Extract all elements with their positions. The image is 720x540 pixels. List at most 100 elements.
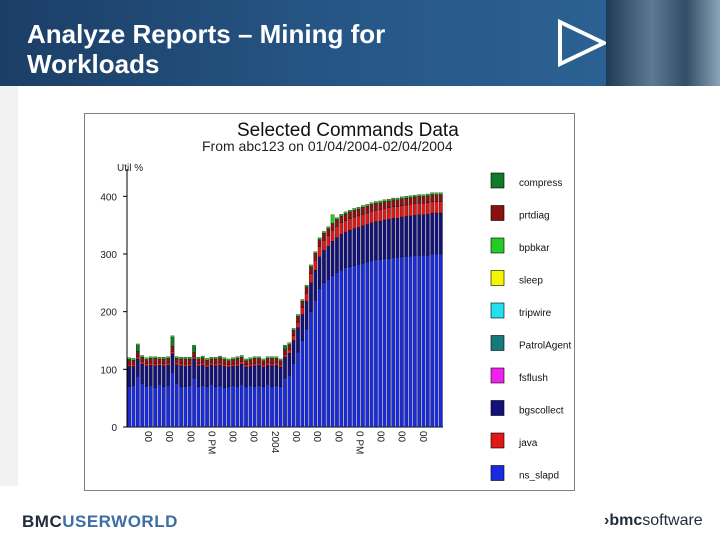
bar-segment-bpbkar xyxy=(421,194,426,197)
bar-segment-bpbkar xyxy=(248,357,253,360)
bar-segment-prtdiag xyxy=(153,358,157,364)
bar-segment-ns_slapd xyxy=(417,254,422,428)
bar-segment-ns_slapd xyxy=(439,253,443,428)
bar-segment-bpbkar xyxy=(174,356,179,359)
y-axis-label: Util % xyxy=(117,163,143,174)
bar-segment-bgscollect xyxy=(218,365,222,386)
bar-segment-prtdiag xyxy=(127,359,131,365)
bar-segment-bgscollect xyxy=(361,225,365,264)
bar-segment-bgscollect xyxy=(287,353,292,376)
bar-segment-java xyxy=(434,201,439,214)
bar-segment-ns_slapd xyxy=(244,386,248,428)
bar-segment-bpbkar xyxy=(348,209,352,213)
bar-segment-bpbkar xyxy=(391,197,396,200)
bar-segment-prtdiag xyxy=(378,202,383,210)
bar-segment-ns_slapd xyxy=(426,254,430,428)
bar-segment-bgscollect xyxy=(413,215,417,256)
bar-segment-ns_slapd xyxy=(387,258,391,428)
bar-segment-java xyxy=(244,364,248,368)
bar-segment-java xyxy=(426,202,430,215)
bar-segment-bpbkar xyxy=(356,207,361,210)
footer-brand-light: USERWORLD xyxy=(62,512,178,531)
bar-segment-ns_slapd xyxy=(343,267,348,428)
bar-segment-bpbkar xyxy=(166,356,170,359)
x-tick-label: 0 PM xyxy=(205,431,216,454)
bar-segment-ns_slapd xyxy=(296,351,300,428)
bmc-userworld-logo: BMCUSERWORLD xyxy=(22,512,178,532)
bar-segment-prtdiag xyxy=(430,194,434,202)
bar-segment-ns_slapd xyxy=(187,385,192,428)
bar-segment-ns_slapd xyxy=(226,386,231,428)
bar-segment-bpbkar xyxy=(382,199,387,202)
bar-segment-prtdiag xyxy=(339,215,344,223)
bar-segment-java xyxy=(304,293,309,302)
x-tick-label: 00 xyxy=(290,431,301,443)
bar-segment-ns_slapd xyxy=(248,385,253,428)
bar-segment-bgscollect xyxy=(352,228,357,266)
bar-segment-ns_slapd xyxy=(153,387,157,428)
server-room-photo xyxy=(606,0,720,86)
bar-segment-bpbkar xyxy=(179,357,183,360)
bar-segment-java xyxy=(166,362,170,366)
bar-segment-prtdiag xyxy=(261,360,266,365)
bar-segment-prtdiag xyxy=(309,266,313,274)
bar-segment-ns_slapd xyxy=(348,266,352,428)
legend-swatch-compress xyxy=(490,172,505,189)
bar-segment-ns_slapd xyxy=(218,385,222,428)
bar-segment-bpbkar xyxy=(140,355,144,358)
bar-segment-prtdiag xyxy=(174,358,179,363)
bar-segment-prtdiag xyxy=(313,253,318,261)
bar-segment-ns_slapd xyxy=(382,258,387,428)
bar-segment-java xyxy=(313,260,318,271)
bar-segment-java xyxy=(179,363,183,367)
bar-segment-java xyxy=(439,201,443,214)
bar-segment-ns_slapd xyxy=(313,299,318,428)
bar-segment-java xyxy=(374,209,378,222)
bar-segment-ns_slapd xyxy=(179,386,183,428)
bar-segment-java xyxy=(395,206,400,219)
legend-label-bgscollect: bgscollect xyxy=(519,406,564,417)
bar-segment-bgscollect xyxy=(222,366,227,388)
bar-segment-prtdiag xyxy=(161,358,166,364)
legend-swatch-java xyxy=(490,432,505,449)
legend-swatch-bpbkar xyxy=(490,237,505,254)
bar-segment-bgscollect xyxy=(200,365,205,386)
bar-segment-ns_slapd xyxy=(339,269,344,428)
bar-segment-bpbkar xyxy=(222,357,227,360)
bar-segment-bgscollect xyxy=(391,218,396,258)
bar-segment-bgscollect xyxy=(313,269,318,301)
bmc-logo-bmc: bmc xyxy=(609,512,643,529)
slide-header: Analyze Reports – Mining for Workloads xyxy=(0,0,720,86)
legend-label-ns_slapd: ns_slapd xyxy=(519,471,559,482)
bar-segment-prtdiag xyxy=(213,358,218,364)
bar-segment-bpbkar xyxy=(265,356,270,359)
bar-segment-java xyxy=(391,206,396,219)
bar-segment-prtdiag xyxy=(218,357,222,364)
bar-segment-bpbkar xyxy=(404,196,409,199)
bar-segment-ns_slapd xyxy=(148,385,153,428)
bar-segment-java xyxy=(291,335,296,341)
bar-segment-bpbkar xyxy=(170,335,175,338)
bar-segment-prtdiag xyxy=(131,359,136,365)
legend-label-java: java xyxy=(518,438,538,449)
bar-segment-bgscollect xyxy=(356,227,361,265)
bar-segment-prtdiag xyxy=(413,196,417,204)
bar-segment-prtdiag xyxy=(439,194,443,202)
bar-segment-bgscollect xyxy=(192,358,196,379)
bar-segment-prtdiag xyxy=(270,358,274,364)
bar-segment-ns_slapd xyxy=(140,383,144,428)
bar-segment-ns_slapd xyxy=(205,386,209,428)
bar-segment-ns_slapd xyxy=(391,257,396,428)
x-tick-label: 00 xyxy=(184,431,195,443)
bar-segment-java xyxy=(300,307,305,315)
bar-segment-bpbkar xyxy=(426,193,430,196)
bar-segment-prtdiag xyxy=(283,349,287,355)
bar-segment-bgscollect xyxy=(140,363,144,384)
bar-segment-java xyxy=(270,363,274,367)
bar-segment-bgscollect xyxy=(309,282,313,312)
bar-segment-bgscollect xyxy=(421,214,426,256)
bar-segment-prtdiag xyxy=(335,219,339,227)
bar-segment-bgscollect xyxy=(235,365,240,387)
bar-segment-prtdiag xyxy=(231,359,235,365)
bar-segment-prtdiag xyxy=(252,358,257,364)
